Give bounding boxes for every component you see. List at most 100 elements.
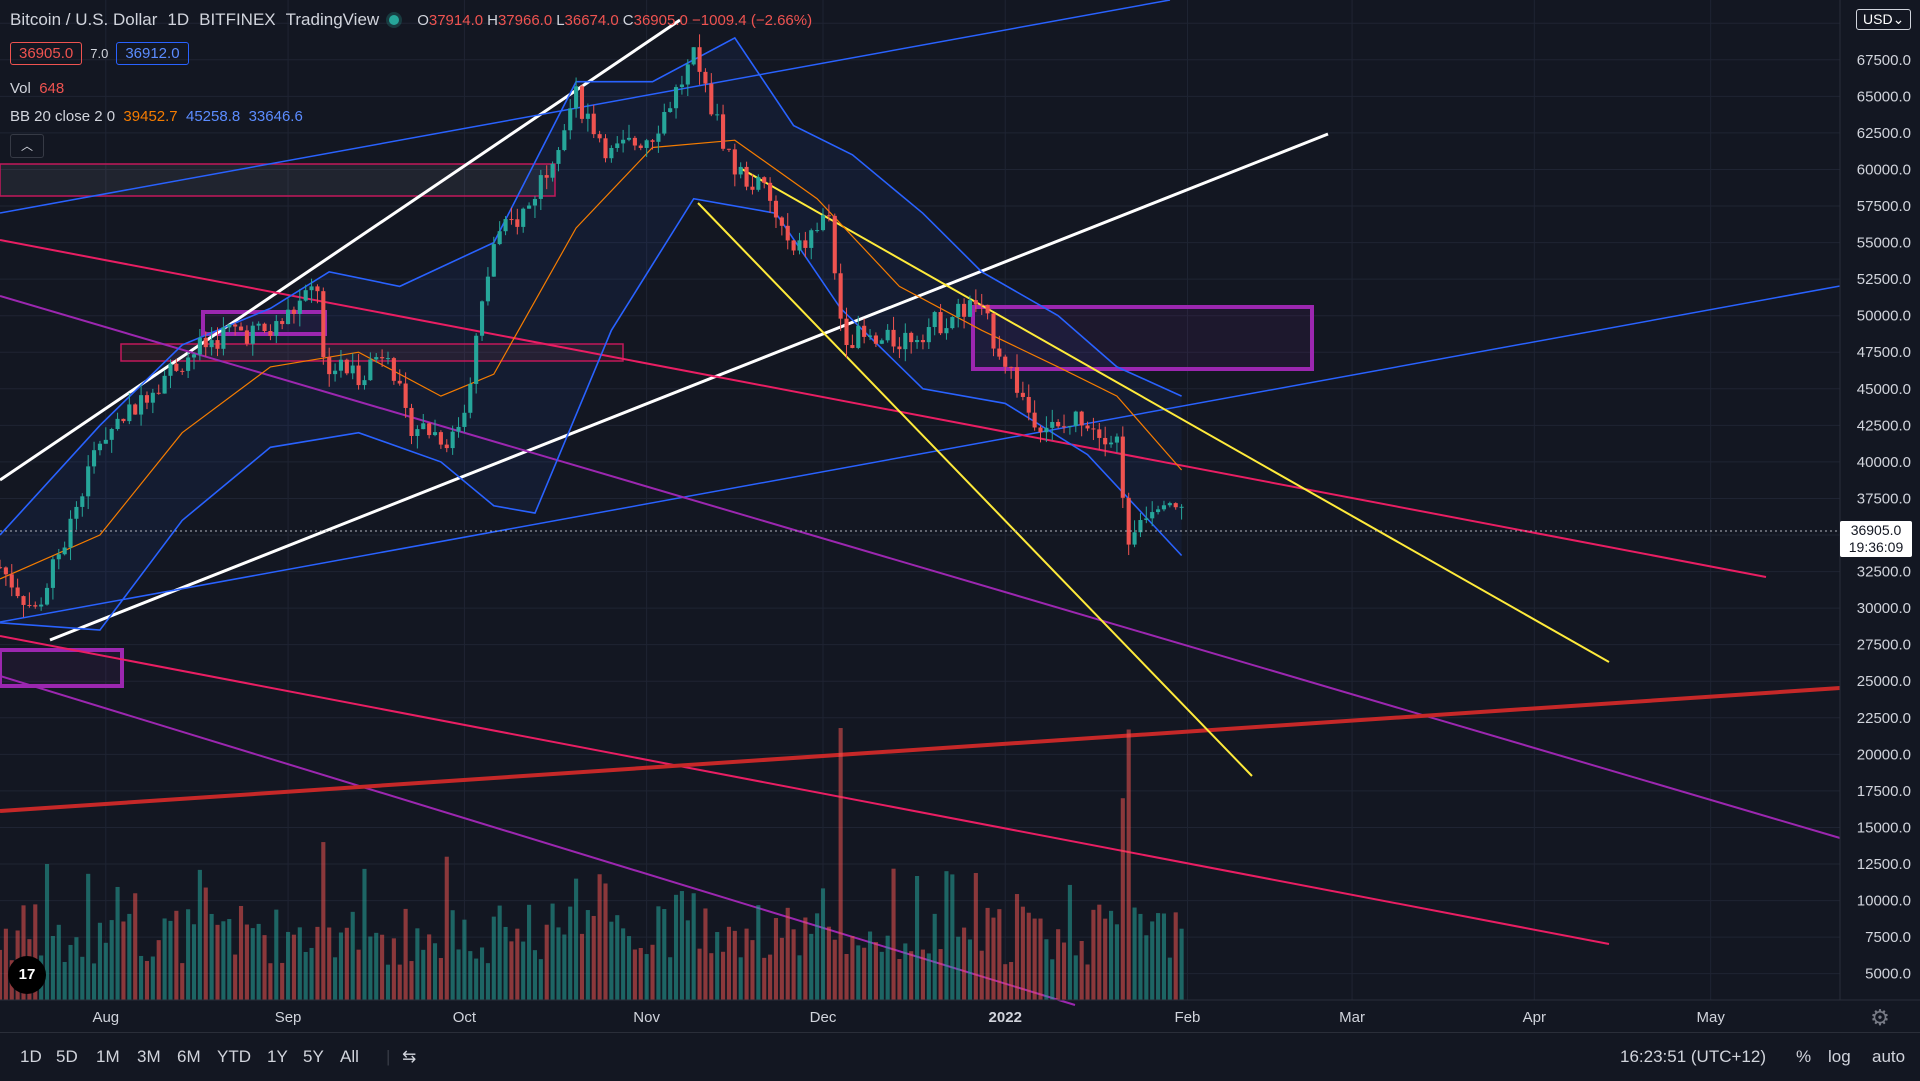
candle-body [356,365,361,386]
time-tick-label: Sep [275,1009,302,1026]
log-scale-toggle[interactable]: log [1828,1047,1851,1066]
price-tick-label: 62500.0 [1857,125,1911,142]
trendline-pink-upper[interactable] [0,239,1767,578]
zone-box-top-left[interactable] [0,163,556,197]
trendline-yellow-upper[interactable] [739,167,1610,663]
candle-body [474,335,479,384]
candlesticks [0,34,1184,618]
volume-bar [44,864,50,1000]
volume-bar [809,933,814,1000]
settings-gear-icon[interactable]: ⚙ [1870,1006,1890,1031]
toolbar-divider: | [386,1047,391,1066]
volume-bar [497,905,502,1000]
candle-body [679,84,684,88]
symbol-name[interactable]: Bitcoin / U.S. Dollar [10,10,158,29]
candle-body [479,301,485,336]
volume-bar [479,947,485,1000]
volume-bar [1044,939,1049,1000]
timeframe-ytd[interactable]: YTD [217,1047,251,1066]
volume-bar [1132,907,1137,1000]
price-tick-label: 42500.0 [1857,417,1911,434]
timeframe-all[interactable]: All [340,1047,359,1066]
volume-bar [797,955,802,1000]
volume-bar [233,954,238,1000]
volume-bar [144,960,150,1000]
percent-scale-toggle[interactable]: % [1796,1047,1812,1066]
candle-body [280,321,285,325]
ask-price-box[interactable]: 36912.0 [116,42,189,65]
candle-body [785,225,790,241]
candle-body [750,186,755,190]
candle-body [1067,426,1072,428]
trendline-white-lower[interactable] [49,132,1329,642]
volume-bar [915,875,920,1000]
trendline-pink-lower[interactable] [0,635,1610,945]
volume-bar [897,959,902,1000]
trendline-blue-upper[interactable] [0,0,1171,214]
candle-body [409,407,414,436]
bid-price-box[interactable]: 36905.0 [10,42,83,65]
volume-bar [397,964,402,1000]
bollinger-legend[interactable]: BB 20 close 2 0 39452.7 45258.8 33646.6 [10,108,303,125]
trendline-red-support[interactable] [0,686,1841,813]
volume-bar [532,950,538,1000]
symbol-interval[interactable]: 1D [167,10,190,29]
volume-bar [1108,910,1114,1000]
volume-bar [1056,929,1061,1000]
zone-box-purple-dec[interactable] [971,305,1314,371]
market-status-dot-icon[interactable] [389,14,400,25]
timeframe-1y[interactable]: 1Y [267,1047,288,1066]
candle-body [274,321,279,336]
timeframe-5d[interactable]: 5D [56,1047,78,1066]
volume-bar [826,926,831,1000]
volume-bar [1091,909,1096,1000]
currency-select[interactable]: USD⌄ [1856,9,1912,30]
clock-timezone[interactable]: 16:23:51 (UTC+12) [1620,1047,1766,1066]
candle-body [197,337,202,355]
time-axis[interactable]: Aug Sep Oct Nov Dec 2022 Feb Mar Apr May [92,1009,1725,1026]
candle-body [568,108,573,131]
volume-legend[interactable]: Vol 648 [10,80,65,97]
volume-bar [427,934,432,1000]
auto-scale-toggle[interactable]: auto [1872,1047,1906,1066]
candle-body [244,330,249,344]
time-tick-label: Aug [92,1009,119,1026]
volume-bar [262,935,267,1000]
tradingview-logo-icon[interactable]: 17 [8,956,46,994]
collapse-legend-chevron-up-icon[interactable]: ︿ [10,134,44,158]
timeframe-3m[interactable]: 3M [137,1047,161,1066]
volume-bar [438,957,443,1000]
volume-bar [1114,924,1119,1000]
candle-body [133,404,138,415]
trendline-yellow-lower[interactable] [697,202,1253,777]
trend-lines[interactable] [0,0,1841,1006]
trendline-purple-lower[interactable] [0,675,1076,1006]
candle-body [897,346,902,350]
candle-body [303,290,308,301]
timeframe-5y[interactable]: 5Y [303,1047,324,1066]
candle-body [403,383,408,408]
trendline-purple-upper[interactable] [0,295,1841,839]
timeframe-1m[interactable]: 1M [96,1047,120,1066]
price-axis[interactable]: 72500.070000.067500.065000.062500.060000… [1857,0,1911,983]
candle-body [250,325,255,344]
candle-body [1032,412,1037,428]
volume-bar [380,934,385,1000]
symbol-legend[interactable]: Bitcoin / U.S. Dollar 1D BITFINEX TradingVi… [10,10,812,30]
price-tick-label: 17500.0 [1857,783,1911,800]
candle-body [1156,509,1161,513]
timeframe-1d[interactable]: 1D [20,1047,42,1066]
volume-bar [779,937,784,1000]
bollinger-band-fill [0,37,1182,631]
candle-body [1056,421,1061,427]
timeframe-6m[interactable]: 6M [177,1047,201,1066]
symbol-exchange: BITFINEX [199,10,276,29]
volume-bar [444,856,449,1000]
candle-body [920,340,925,343]
trendline-white-upper[interactable] [0,18,681,482]
date-range-icon[interactable]: ⇆ [402,1047,417,1066]
volume-bar [574,878,579,1000]
trendline-blue-lower[interactable] [0,285,1841,623]
candle-body [1114,436,1119,443]
